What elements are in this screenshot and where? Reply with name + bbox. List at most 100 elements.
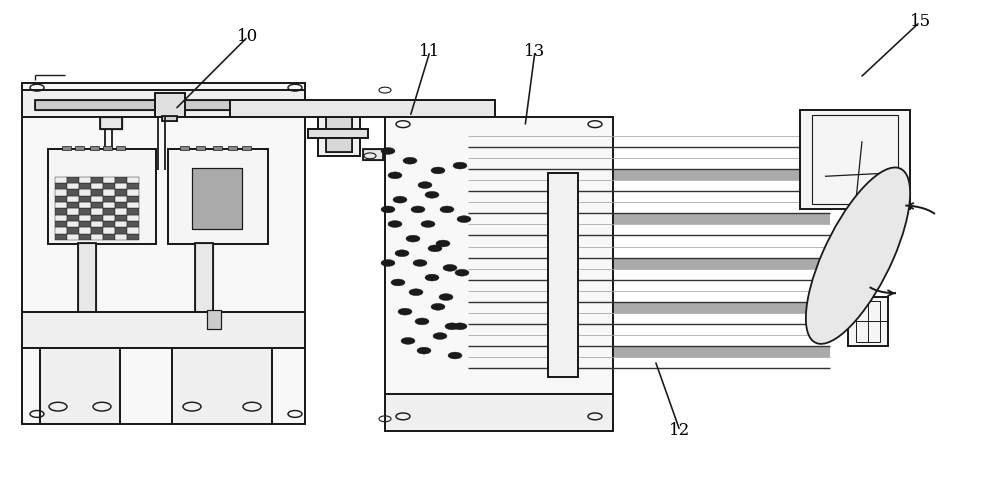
Bar xyxy=(127,215,139,221)
Bar xyxy=(22,90,305,117)
Bar xyxy=(115,183,127,189)
Bar xyxy=(116,146,125,150)
Circle shape xyxy=(393,196,407,203)
Circle shape xyxy=(433,333,447,339)
Bar xyxy=(55,189,67,196)
Bar xyxy=(326,117,352,152)
Bar xyxy=(155,93,185,117)
Circle shape xyxy=(431,303,445,310)
Circle shape xyxy=(445,323,459,330)
Bar xyxy=(62,146,71,150)
Bar xyxy=(91,221,103,227)
Circle shape xyxy=(381,206,395,213)
Circle shape xyxy=(381,148,395,154)
Circle shape xyxy=(388,172,402,179)
Bar xyxy=(812,115,898,204)
Circle shape xyxy=(440,206,454,213)
Bar xyxy=(196,146,205,150)
Bar xyxy=(40,348,120,424)
Bar xyxy=(55,227,67,234)
Bar xyxy=(318,105,360,156)
Bar xyxy=(103,146,112,150)
Bar xyxy=(55,183,67,189)
Bar xyxy=(103,215,115,221)
Bar xyxy=(468,346,830,356)
Circle shape xyxy=(428,245,442,252)
Bar xyxy=(242,146,251,150)
Bar xyxy=(363,149,383,160)
Bar xyxy=(127,208,139,215)
Bar xyxy=(308,129,368,138)
Bar xyxy=(91,189,103,196)
Bar xyxy=(79,183,91,189)
Bar xyxy=(172,348,272,424)
Bar xyxy=(468,258,830,268)
Bar xyxy=(91,202,103,208)
Bar xyxy=(22,312,305,348)
Bar xyxy=(800,110,910,209)
Bar xyxy=(155,93,185,117)
Bar xyxy=(22,90,305,117)
Bar xyxy=(385,117,613,394)
Circle shape xyxy=(455,269,469,276)
Bar xyxy=(67,177,79,183)
Bar xyxy=(100,117,122,129)
Bar xyxy=(90,146,99,150)
Bar xyxy=(67,189,79,196)
Circle shape xyxy=(413,260,427,266)
Bar xyxy=(115,227,127,234)
Bar xyxy=(103,183,115,189)
Bar xyxy=(127,221,139,227)
Bar xyxy=(103,208,115,215)
Bar xyxy=(115,208,127,215)
Bar xyxy=(363,149,383,160)
Bar xyxy=(548,173,578,377)
Bar xyxy=(67,227,79,234)
Bar xyxy=(48,149,156,244)
Bar xyxy=(100,117,122,129)
Bar xyxy=(75,146,84,150)
Bar xyxy=(91,177,103,183)
Circle shape xyxy=(439,294,453,300)
Circle shape xyxy=(418,182,432,188)
Bar xyxy=(91,183,103,189)
Bar xyxy=(79,221,91,227)
Bar xyxy=(228,146,237,150)
Bar xyxy=(180,146,189,150)
Bar xyxy=(103,221,115,227)
Bar xyxy=(79,215,91,221)
Text: 11: 11 xyxy=(419,43,441,59)
Bar xyxy=(468,301,830,313)
Bar xyxy=(55,234,67,240)
Bar xyxy=(79,177,91,183)
Circle shape xyxy=(448,352,462,359)
Bar xyxy=(22,312,305,348)
Bar xyxy=(207,310,221,329)
Circle shape xyxy=(403,157,417,164)
Bar xyxy=(318,105,360,156)
Circle shape xyxy=(417,347,431,354)
Bar xyxy=(800,110,910,209)
Bar xyxy=(67,183,79,189)
Bar xyxy=(195,243,213,312)
Bar xyxy=(55,215,67,221)
Bar xyxy=(103,227,115,234)
Bar xyxy=(103,196,115,202)
Bar xyxy=(230,100,495,117)
Bar xyxy=(115,189,127,196)
Bar xyxy=(40,348,120,424)
Bar xyxy=(848,297,888,346)
Circle shape xyxy=(436,240,450,247)
Bar xyxy=(168,149,268,244)
Bar xyxy=(127,227,139,234)
Bar xyxy=(468,169,830,180)
Bar xyxy=(172,348,272,424)
Bar xyxy=(67,234,79,240)
Bar xyxy=(91,234,103,240)
Bar xyxy=(79,208,91,215)
Bar xyxy=(127,202,139,208)
Bar xyxy=(213,146,222,150)
Circle shape xyxy=(443,264,457,271)
Bar xyxy=(848,297,888,346)
Bar xyxy=(48,149,156,244)
